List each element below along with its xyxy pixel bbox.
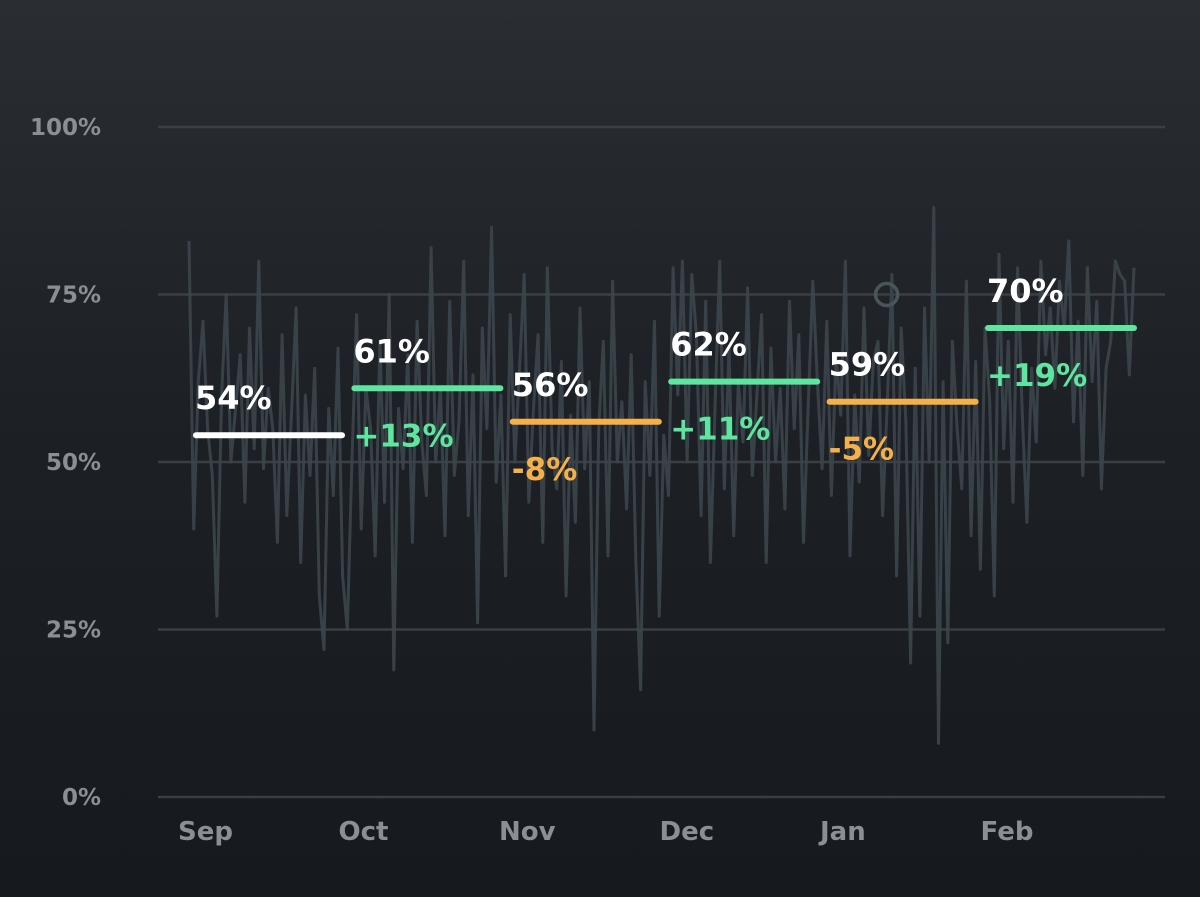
change-label-dec: +11% [670,412,770,448]
x-tick-label-feb: Feb [981,817,1034,847]
avg-label-jan: 59% [829,346,906,384]
y-tick-label: 75% [46,283,101,309]
daily-series [187,205,1136,745]
avg-label-dec: 62% [670,326,747,364]
change-label-oct: +13% [353,418,453,454]
x-tick-label-nov: Nov [499,817,556,847]
x-tick-label-dec: Dec [660,817,715,847]
y-tick-label: 0% [62,785,101,811]
y-axis-ticks: 0% 25% 50% 75% 100% [30,115,101,811]
avg-label-sep: 54% [195,379,272,417]
change-label-nov: -8% [512,452,578,488]
y-tick-label: 25% [46,618,101,644]
avg-label-feb: 70% [987,272,1064,310]
x-tick-label-oct: Oct [339,817,389,847]
monthly-average-segments: 54% 61% +13% 56% -8% 62% +11% 59% -5% 70% +19% [193,272,1137,488]
marker-circle [873,281,900,308]
daily-series-line [187,205,1136,745]
change-label-feb: +19% [987,358,1087,394]
y-tick-label: 50% [46,450,101,476]
change-label-jan: -5% [829,432,895,468]
avg-label-nov: 56% [512,366,589,404]
avg-label-oct: 61% [353,332,430,370]
y-tick-label: 100% [30,115,101,141]
x-axis-ticks: Sep Oct Nov Dec Jan Feb [178,817,1033,847]
x-tick-label-sep: Sep [178,817,233,847]
x-tick-label-jan: Jan [818,817,866,847]
